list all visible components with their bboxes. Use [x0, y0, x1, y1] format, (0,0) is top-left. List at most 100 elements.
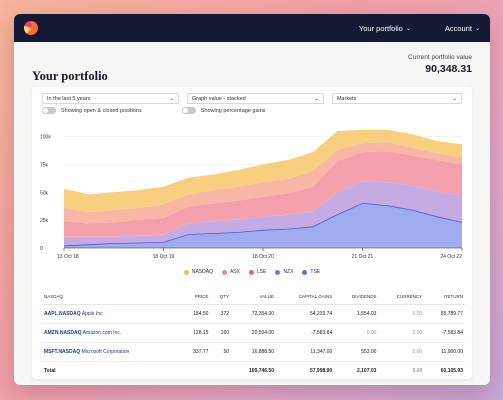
column-header[interactable]: DIVIDENDS — [334, 291, 379, 305]
legend-item-nzx[interactable]: NZX — [275, 269, 293, 275]
y-tick-label: 25k — [40, 218, 49, 224]
holding-name[interactable]: Apple Inc — [80, 311, 103, 317]
table-cell: 109,746.50 — [231, 361, 277, 380]
legend-label: TSE — [310, 269, 321, 275]
holding-name-cell[interactable]: AMZN.NASDAQ Amazon.com Inc. — [42, 323, 181, 343]
holding-ticker-link[interactable]: MSFT.NASDAQ — [44, 349, 81, 355]
table-cell: 372 — [210, 304, 232, 324]
x-tick-label: 21 Oct 21 — [352, 254, 374, 260]
column-header[interactable]: QTY — [210, 291, 232, 305]
table-cell: 2,107.03 — [334, 361, 379, 380]
holding-ticker-link[interactable]: AMZN.NASDAQ — [44, 330, 82, 336]
app-logo[interactable] — [24, 21, 38, 35]
table-cell: 55,789.77 — [424, 304, 465, 324]
column-header[interactable]: VALUE — [231, 291, 277, 305]
toggle-switch[interactable] — [42, 107, 56, 114]
series-area-tse — [64, 203, 462, 248]
legend-item-asx[interactable]: ASX — [221, 269, 240, 275]
table-cell: 11,900.00 — [424, 342, 465, 362]
holding-name[interactable]: Microsoft Corporation — [80, 349, 130, 355]
table-cell: 337.77 — [180, 342, 211, 362]
table-cell: 72,354.00 — [231, 304, 277, 324]
x-tick-label: 18 Oct 19 — [153, 254, 175, 260]
table-cell: 1,554.03 — [334, 304, 379, 324]
markets-select-value: Markets — [336, 95, 357, 102]
series-line-tse — [63, 202, 463, 247]
table-body: AAPL.NASDAQ Apple Inc 184.50 372 72,354.00 5… — [42, 304, 465, 380]
x-tick-label: 18 Oct 20 — [252, 254, 274, 260]
portfolio-value-amount: 90,348.31 — [425, 63, 472, 75]
holding-ticker-link[interactable]: AAPL.NASDAQ — [44, 311, 81, 317]
y-tick-label: 0 — [40, 246, 43, 252]
graph-type-select[interactable]: Graph value - stacked ⌄ — [186, 93, 324, 104]
legend-label: ASX — [229, 269, 240, 275]
series-area-asx — [64, 142, 462, 224]
table-cell: 50 — [210, 342, 232, 362]
table-cell: 184.50 — [180, 304, 211, 324]
holding-name-cell[interactable]: MSFT.NASDAQ Microsoft Corporation — [42, 342, 181, 362]
column-header[interactable]: CURRENCY — [378, 291, 425, 305]
x-tick-label: 13 Oct 18 — [57, 254, 79, 260]
legend-dot — [248, 269, 254, 275]
table-cell: 16,888.50 — [231, 342, 277, 362]
chart-legend: NASDAQ ASX LSE NZX TSE — [32, 269, 472, 275]
table-cell: 57,998.90 — [276, 361, 335, 380]
period-select[interactable]: In the last 5 years ⌄ — [42, 93, 179, 104]
table-header-row: NASDAQ PRICE QTY VALUE CAPITAL GAINS DIVIDEND… — [42, 291, 465, 305]
legend-item-lse[interactable]: LSE — [248, 269, 266, 275]
table-cell: 128.15 — [180, 323, 211, 343]
legend-item-tse[interactable]: TSE — [302, 269, 320, 275]
column-header[interactable]: NASDAQ — [42, 291, 181, 305]
y-tick-label: 100k — [40, 135, 51, 141]
legend-item-nasdaq[interactable]: NASDAQ — [183, 269, 213, 275]
top-navbar: Your portfolio ⌄ Account ⌄ — [14, 14, 490, 42]
chevron-down-icon: ⌄ — [169, 95, 174, 102]
table-cell: 0.00 — [378, 323, 425, 343]
nav-account[interactable]: Account ⌄ — [445, 24, 480, 33]
table-cell — [210, 361, 232, 380]
chevron-down-icon: ⌄ — [452, 95, 457, 102]
table-row[interactable]: AMZN.NASDAQ Amazon.com Inc. 128.15 160 20,5… — [42, 323, 465, 343]
table-cell — [180, 361, 211, 380]
table-cell: 0.00 — [378, 304, 425, 324]
table-cell: 553.00 — [334, 342, 379, 362]
holding-name-cell[interactable]: AAPL.NASDAQ Apple Inc — [42, 304, 181, 324]
page-title: Your portfolio — [32, 69, 108, 83]
x-tick-label: 24 Oct 22 — [440, 254, 462, 260]
portfolio-card: In the last 5 years ⌄ Graph value - stac… — [32, 87, 472, 380]
column-header[interactable]: CAPITAL GAINS — [276, 291, 335, 305]
table-cell: Total — [42, 361, 181, 380]
period-select-value: In the last 5 years — [47, 95, 91, 102]
column-header[interactable]: RETURN — [424, 291, 465, 305]
table-cell: 20,504.00 — [231, 323, 277, 343]
legend-dot — [302, 269, 308, 275]
legend-dot — [183, 269, 189, 275]
column-header[interactable]: PRICE — [180, 291, 211, 305]
legend-dot — [221, 269, 227, 275]
y-tick-label: 50k — [40, 190, 49, 196]
toggle-switch[interactable] — [181, 107, 196, 114]
portfolio-chart: 0 25k 50k 75k 100k 13 Oct 18 18 Oct 19 18 Oct 2… — [32, 125, 472, 265]
series-area-nasdaq — [64, 129, 462, 213]
table-cell: 0.00 — [378, 361, 425, 380]
markets-select[interactable]: Markets ⌄ — [331, 93, 462, 104]
table-row[interactable]: MSFT.NASDAQ Microsoft Corporation 337.77 5… — [42, 342, 465, 362]
table-cell: 60,105.93 — [424, 361, 465, 380]
table-cell: -7,583.84 — [424, 323, 465, 343]
holdings-table: NASDAQ PRICE QTY VALUE CAPITAL GAINS DIVIDEND… — [42, 291, 465, 380]
series-area-nzx — [64, 181, 462, 246]
graph-type-select-value: Graph value - stacked — [191, 95, 246, 102]
percentage-toggle-label: Showing percentage gains — [200, 107, 266, 114]
legend-label: NZX — [283, 269, 294, 275]
positions-toggle[interactable]: Showing open & closed positions — [42, 107, 142, 114]
percentage-toggle[interactable]: Showing percentage gains — [181, 107, 266, 114]
table-cell: 160 — [210, 323, 232, 343]
table-cell: -7,583.84 — [276, 323, 335, 343]
nav-your-portfolio[interactable]: Your portfolio ⌄ — [359, 24, 411, 33]
table-cell: 0.00 — [334, 323, 379, 343]
portfolio-value-label: Current portfolio value — [408, 54, 472, 61]
table-cell: 54,233.74 — [276, 304, 335, 324]
nav-account-label: Account — [444, 23, 472, 33]
holding-name[interactable]: Amazon.com Inc. — [81, 330, 122, 336]
table-row[interactable]: AAPL.NASDAQ Apple Inc 184.50 372 72,354.00 5… — [42, 304, 465, 324]
